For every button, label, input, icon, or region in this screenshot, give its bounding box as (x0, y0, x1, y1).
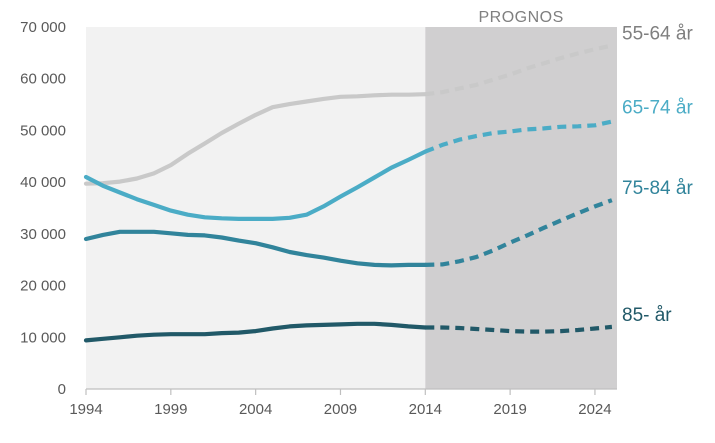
forecast-label: PROGNOS (479, 9, 564, 26)
y-axis: 0 10 000 20 000 30 000 40 000 50 000 60 000 70 … (20, 19, 66, 398)
y-tick-label: 40 000 (20, 174, 66, 191)
plot-area-background (86, 27, 426, 389)
y-tick-label: 50 000 (20, 122, 66, 139)
x-tick-label: 1994 (69, 401, 102, 418)
y-tick-label: 30 000 (20, 226, 66, 243)
series-line-historic (83, 229, 428, 268)
series-line-historic (83, 149, 428, 221)
x-tick-label: 2014 (409, 401, 442, 418)
series-label: 85- år (622, 305, 672, 326)
y-tick-label: 60 000 (20, 71, 66, 88)
series-line-forecast (425, 198, 613, 267)
series-label: 75-84 år (622, 178, 693, 199)
y-tick-label: 0 (58, 381, 66, 398)
series-line-forecast (425, 324, 613, 334)
x-tick-label: 2024 (578, 401, 611, 418)
series-line-forecast (424, 119, 613, 154)
x-tick-label: 2004 (239, 401, 272, 418)
x-tick-label: 2019 (493, 401, 526, 418)
x-tick-label: 2009 (324, 401, 357, 418)
y-tick-label: 10 000 (20, 329, 66, 346)
y-tick-label: 20 000 (20, 278, 66, 295)
series-label: 55-64 år (622, 24, 693, 45)
series-lines (83, 43, 613, 343)
series-label: 65-74 år (622, 98, 693, 119)
series-labels: 55-64 år 65-74 år 75-84 år 85- år (622, 24, 693, 326)
series-line-historic (83, 321, 428, 343)
series-line-historic (83, 92, 428, 186)
x-tick-label: 1999 (154, 401, 187, 418)
x-axis: 1994 1999 2004 2009 2014 2019 2024 (69, 388, 617, 418)
series-line-forecast (425, 43, 613, 97)
y-tick-label: 70 000 (20, 19, 66, 36)
forecast-region (425, 27, 617, 389)
